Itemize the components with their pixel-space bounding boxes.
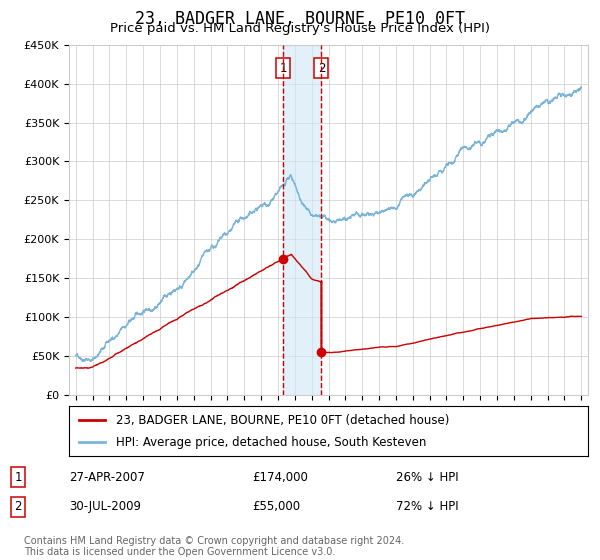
Text: 2: 2 [14,500,22,514]
Text: £55,000: £55,000 [252,500,300,514]
Text: 2: 2 [317,62,325,74]
Text: 23, BADGER LANE, BOURNE, PE10 0FT: 23, BADGER LANE, BOURNE, PE10 0FT [135,10,465,28]
Text: £174,000: £174,000 [252,470,308,484]
Text: Contains HM Land Registry data © Crown copyright and database right 2024.
This d: Contains HM Land Registry data © Crown c… [24,535,404,557]
Text: 27-APR-2007: 27-APR-2007 [69,470,145,484]
Text: HPI: Average price, detached house, South Kesteven: HPI: Average price, detached house, Sout… [116,436,426,449]
Text: 1: 1 [280,62,287,74]
Text: 30-JUL-2009: 30-JUL-2009 [69,500,141,514]
Text: 1: 1 [14,470,22,484]
Bar [283,45,322,395]
Text: Price paid vs. HM Land Registry's House Price Index (HPI): Price paid vs. HM Land Registry's House … [110,22,490,35]
Text: 72% ↓ HPI: 72% ↓ HPI [396,500,458,514]
Text: 23, BADGER LANE, BOURNE, PE10 0FT (detached house): 23, BADGER LANE, BOURNE, PE10 0FT (detac… [116,414,449,427]
Text: 26% ↓ HPI: 26% ↓ HPI [396,470,458,484]
